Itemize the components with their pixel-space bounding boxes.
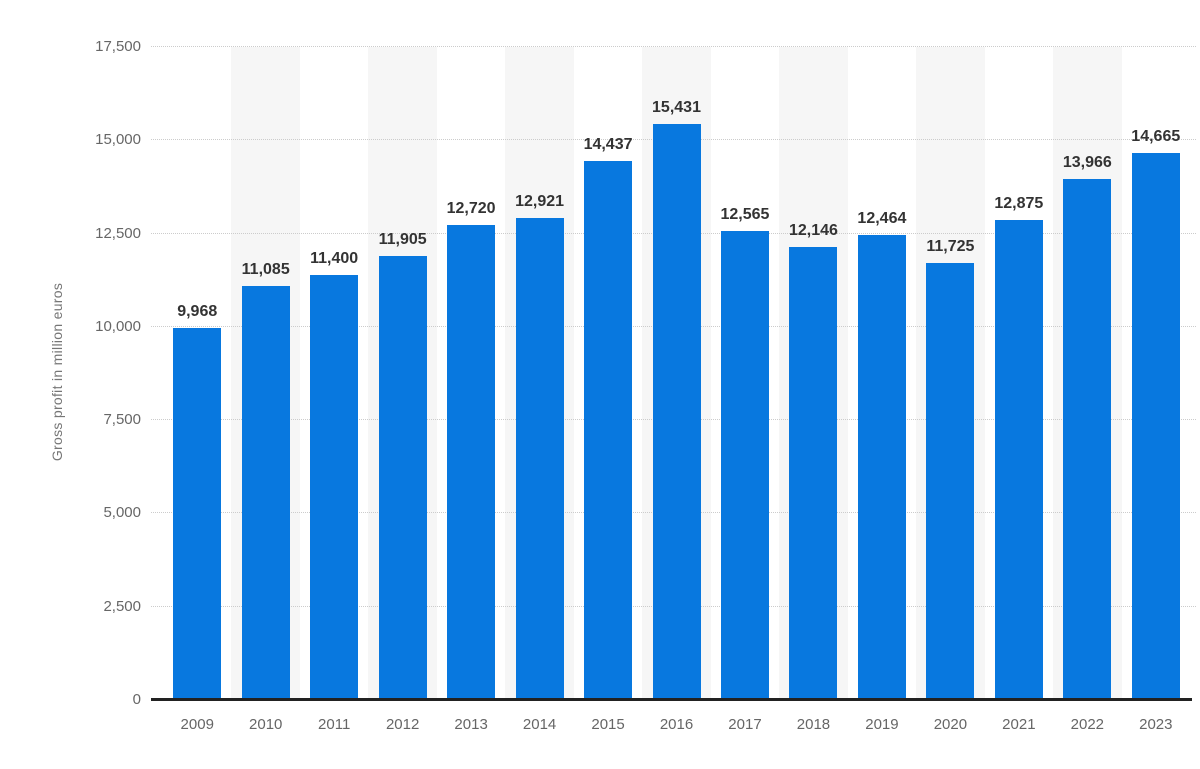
value-label-2016: 15,431 [652, 99, 701, 117]
y-tick-label-17500: 17,500 [95, 38, 141, 55]
value-label-2015: 14,437 [583, 136, 633, 154]
x-tick-label-2009: 2009 [180, 716, 214, 733]
x-axis-baseline [151, 698, 1192, 701]
bar-2020[interactable] [926, 262, 975, 700]
x-tick-label-2022: 2022 [1070, 716, 1105, 733]
bar-2016[interactable] [652, 124, 701, 700]
bar-2009[interactable] [173, 328, 222, 700]
y-tick-label-7500: 7,500 [103, 411, 141, 429]
value-label-2009: 9,968 [177, 303, 218, 321]
x-axis-labels: 2009 2010 2011 2012 2013 2014 2015 2016 2017 2018… [163, 713, 1190, 737]
bar-2018[interactable] [789, 246, 838, 700]
x-tick-label-2012: 2012 [385, 716, 420, 733]
x-tick-label-2015: 2015 [591, 716, 625, 733]
bar-2019[interactable] [857, 234, 906, 700]
y-tick-label-10000: 10,000 [95, 317, 141, 335]
x-tick-label-2021: 2021 [1002, 716, 1036, 733]
value-label-2022: 13,966 [1062, 153, 1112, 171]
plot-area: 9,968 11,085 11,400 11,905 12,720 12,921 14,43… [151, 46, 1196, 701]
value-label-2013: 12,720 [446, 200, 496, 218]
x-tick-label-2019: 2019 [865, 716, 899, 733]
value-label-2019: 12,464 [857, 209, 907, 227]
bar-2011[interactable] [310, 274, 359, 700]
value-label-2020: 11,725 [926, 237, 975, 255]
x-tick-label-2014: 2014 [522, 716, 557, 733]
x-tick-label-2017: 2017 [728, 716, 762, 733]
bar-2022[interactable] [1063, 178, 1112, 700]
value-label-2011: 11,400 [310, 249, 359, 267]
bar-2010[interactable] [241, 286, 290, 700]
bar-2012[interactable] [378, 255, 427, 700]
value-label-2021: 12,875 [994, 194, 1044, 212]
value-label-2023: 14,665 [1131, 127, 1181, 145]
bars-layer: 9,968 11,085 11,400 11,905 12,720 12,921 14,43… [163, 47, 1190, 700]
value-label-2017: 12,565 [720, 206, 770, 224]
bar-2017[interactable] [720, 231, 769, 700]
y-tick-label-12500: 12,500 [95, 224, 141, 242]
x-tick-label-2013: 2013 [454, 716, 488, 733]
x-tick-label-2016: 2016 [659, 716, 694, 733]
value-label-2010: 11,085 [241, 261, 290, 279]
value-label-2014: 12,921 [515, 192, 565, 210]
gridline-17500 [151, 46, 1196, 47]
bar-2021[interactable] [994, 219, 1043, 700]
x-tick-label-2023: 2023 [1139, 716, 1173, 733]
y-tick-label-2500: 2,500 [103, 597, 141, 615]
bar-2014[interactable] [515, 217, 564, 700]
x-tick-label-2011: 2011 [318, 716, 351, 733]
y-tick-label-0: 0 [132, 691, 141, 708]
x-tick-label-2010: 2010 [249, 716, 283, 733]
bar-2023[interactable] [1131, 152, 1180, 700]
value-label-2012: 11,905 [378, 230, 427, 248]
y-axis-tick-labels: 0 2,500 5,000 7,500 10,000 12,500 15,000 17,500 [0, 38, 141, 708]
y-tick-label-15000: 15,000 [95, 131, 141, 149]
bar-2013[interactable] [447, 225, 496, 700]
x-tick-label-2018: 2018 [796, 716, 831, 733]
y-tick-label-5000: 5,000 [103, 504, 141, 522]
x-tick-label-2020: 2020 [933, 716, 968, 733]
value-label-2018: 12,146 [788, 221, 838, 239]
bar-2015[interactable] [584, 161, 633, 700]
